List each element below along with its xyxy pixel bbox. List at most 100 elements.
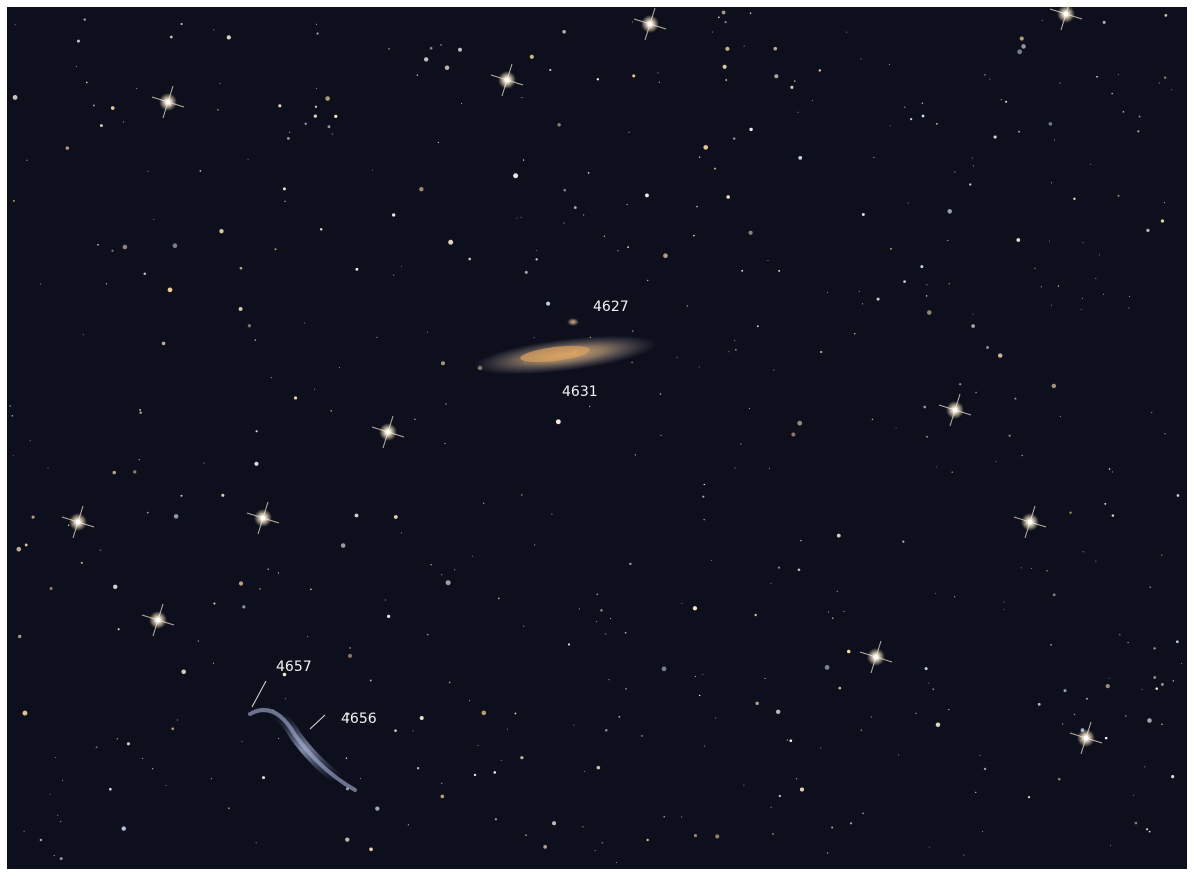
star [314, 389, 315, 390]
star [616, 862, 617, 863]
star [40, 284, 41, 285]
star [927, 310, 932, 315]
star [959, 383, 961, 385]
star [827, 292, 828, 293]
star [199, 170, 201, 172]
star [702, 674, 703, 675]
star [972, 314, 973, 315]
star [1008, 435, 1010, 437]
star [589, 406, 590, 407]
star [334, 115, 337, 118]
star [770, 583, 771, 584]
star [778, 567, 780, 569]
star [254, 462, 258, 466]
star [714, 168, 716, 170]
star [712, 31, 713, 32]
star [325, 96, 330, 101]
star [493, 771, 496, 774]
star [1005, 101, 1007, 103]
star [543, 845, 547, 849]
star [1020, 36, 1024, 40]
star [1028, 796, 1030, 798]
star [1034, 268, 1035, 269]
page: 4627 4631 4657 4656 (() => { const data … [0, 0, 1194, 876]
star [827, 852, 829, 854]
star [583, 214, 584, 215]
star [625, 632, 627, 634]
star [346, 758, 347, 759]
star [1164, 14, 1167, 17]
star [947, 240, 948, 241]
star [797, 421, 802, 426]
star [1003, 609, 1004, 610]
star [142, 758, 143, 759]
star [1181, 663, 1182, 664]
star [556, 419, 561, 424]
star [923, 406, 926, 409]
star [271, 377, 272, 378]
star [408, 824, 409, 825]
star [693, 606, 697, 610]
star [618, 716, 620, 718]
star [50, 794, 51, 795]
star [812, 100, 813, 101]
star [315, 106, 317, 108]
star [975, 392, 976, 393]
star [1038, 703, 1041, 706]
star [632, 330, 634, 332]
star [663, 816, 665, 818]
star [627, 204, 628, 205]
star [877, 298, 880, 301]
star [441, 795, 445, 799]
star [1016, 238, 1020, 242]
star [1021, 44, 1026, 49]
star [772, 833, 774, 835]
star [393, 275, 394, 276]
star [60, 821, 61, 822]
star [703, 145, 708, 150]
star [536, 250, 537, 251]
star [908, 203, 909, 204]
star [722, 11, 726, 15]
star [798, 112, 799, 113]
star [837, 534, 841, 538]
star [902, 540, 904, 542]
star [929, 847, 930, 848]
star [1106, 684, 1110, 688]
star [60, 857, 63, 860]
star [1021, 455, 1022, 456]
star [926, 284, 927, 285]
star [217, 109, 219, 111]
star [81, 562, 83, 564]
star [174, 514, 179, 519]
star [211, 778, 212, 779]
star [372, 170, 373, 171]
star [501, 760, 502, 761]
star [645, 193, 649, 197]
star [935, 593, 936, 594]
star [973, 165, 974, 166]
star [986, 346, 989, 349]
star [774, 74, 778, 78]
star [627, 246, 629, 248]
star [478, 745, 479, 746]
star [749, 408, 750, 409]
star [240, 267, 243, 270]
star [148, 171, 149, 172]
star [441, 574, 442, 575]
star [1073, 198, 1075, 200]
sky [7, 7, 1187, 869]
star [278, 738, 279, 739]
star [515, 713, 517, 715]
star [305, 123, 307, 125]
star [370, 680, 372, 682]
star [339, 367, 340, 368]
star [275, 248, 277, 250]
star [832, 617, 834, 619]
bright-star [953, 408, 958, 413]
star [610, 618, 611, 619]
star [1064, 689, 1067, 692]
bright-star [648, 22, 653, 27]
star [469, 700, 470, 701]
star [40, 839, 42, 841]
